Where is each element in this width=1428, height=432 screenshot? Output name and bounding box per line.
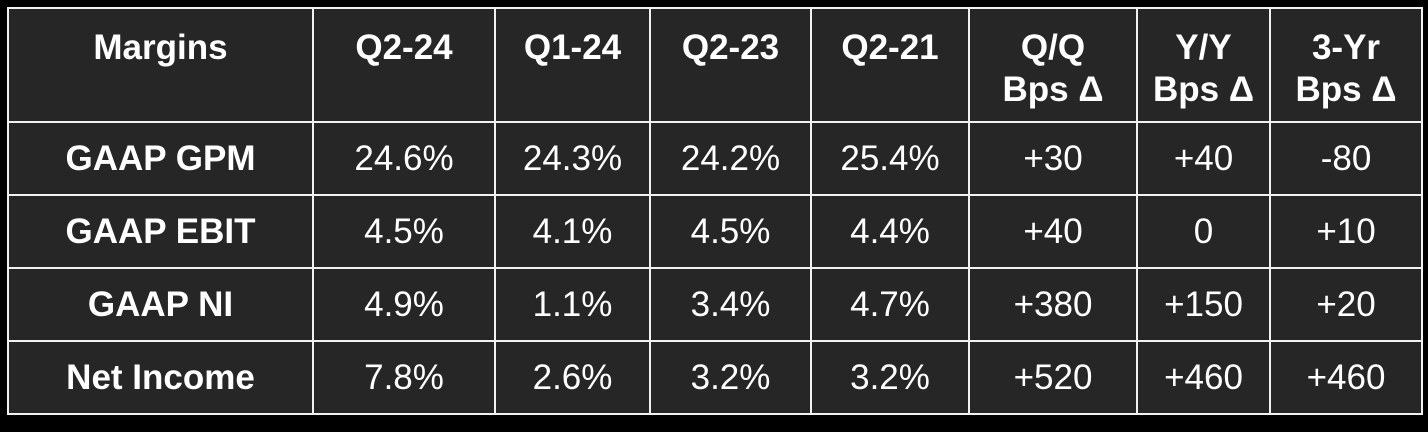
header-cell: Q/Q Bps Δ [968,7,1138,123]
row-label: GAAP GPM [7,121,314,196]
header-cell: Y/Y Bps Δ [1136,7,1271,123]
margins-table: Margins Q2-24 Q1-24 Q2-23 Q2-21 Q/Q Bps Δ Y/Y … [7,7,1423,415]
cell: 0 [1136,194,1271,269]
cell: 4.1% [494,194,651,269]
cell: 4.5% [312,194,496,269]
table-row: GAAP GPM 24.6% 24.3% 24.2% 25.4% +30 +40 -80 [7,121,1423,196]
header-cell: Q1-24 [494,7,651,123]
header-cell: Q2-23 [649,7,812,123]
row-label: Net Income [7,340,314,415]
cell: +40 [1136,121,1271,196]
cell: +30 [968,121,1138,196]
cell: 1.1% [494,267,651,342]
table-row: GAAP EBIT 4.5% 4.1% 4.5% 4.4% +40 0 +10 [7,194,1423,269]
cell: 4.7% [810,267,970,342]
cell: 25.4% [810,121,970,196]
cell: 7.8% [312,340,496,415]
cell: 4.9% [312,267,496,342]
cell: 24.3% [494,121,651,196]
cell: +150 [1136,267,1271,342]
table-body: GAAP GPM 24.6% 24.3% 24.2% 25.4% +30 +40 -80 GAA… [7,121,1423,415]
cell: +460 [1269,340,1423,415]
row-label: GAAP EBIT [7,194,314,269]
table-row: Net Income 7.8% 2.6% 3.2% 3.2% +520 +460 +460 [7,340,1423,415]
table-container: Margins Q2-24 Q1-24 Q2-23 Q2-21 Q/Q Bps Δ Y/Y … [7,7,1423,415]
cell: +460 [1136,340,1271,415]
cell: +380 [968,267,1138,342]
cell: +10 [1269,194,1423,269]
cell: 2.6% [494,340,651,415]
cell: 3.2% [810,340,970,415]
row-label: GAAP NI [7,267,314,342]
cell: +20 [1269,267,1423,342]
cell: +520 [968,340,1138,415]
cell: 4.4% [810,194,970,269]
cell: -80 [1269,121,1423,196]
header-cell: Margins [7,7,314,123]
header-cell: 3-Yr Bps Δ [1269,7,1423,123]
header-cell: Q2-24 [312,7,496,123]
header-row: Margins Q2-24 Q1-24 Q2-23 Q2-21 Q/Q Bps Δ Y/Y … [7,7,1423,123]
cell: 3.2% [649,340,812,415]
cell: 24.2% [649,121,812,196]
cell: 3.4% [649,267,812,342]
header-cell: Q2-21 [810,7,970,123]
cell: +40 [968,194,1138,269]
cell: 4.5% [649,194,812,269]
cell: 24.6% [312,121,496,196]
table-row: GAAP NI 4.9% 1.1% 3.4% 4.7% +380 +150 +20 [7,267,1423,342]
